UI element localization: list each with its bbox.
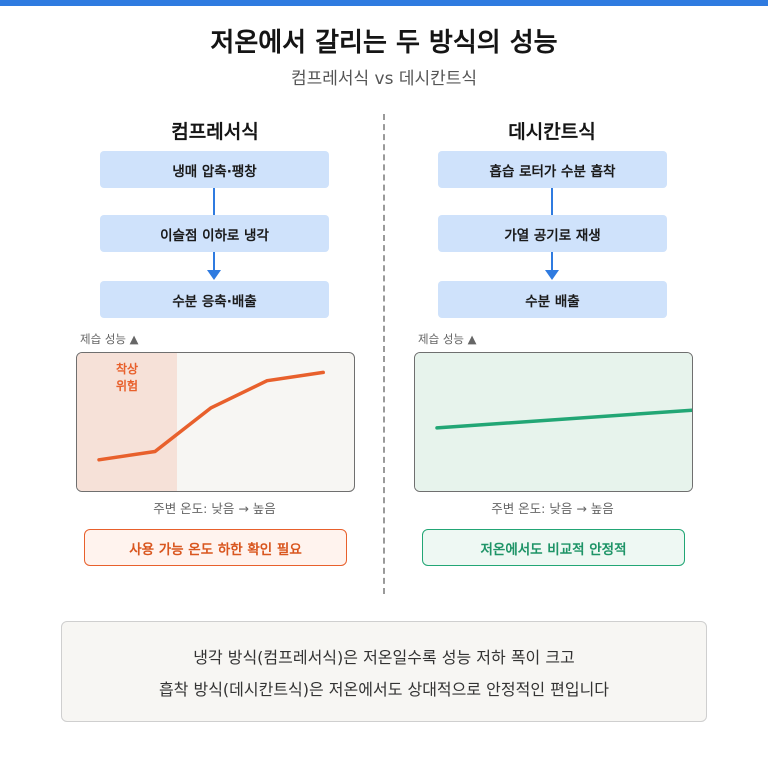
left-connector-2 xyxy=(213,252,215,270)
right-chart-background xyxy=(415,353,692,491)
left-chart-ylabel: 제습 성능 ▲ xyxy=(80,332,139,346)
right-column-title: 데시칸트식 xyxy=(508,121,596,143)
right-connector-1 xyxy=(551,188,553,215)
summary-line-2: 흡착 방식(데시칸트식)은 저온에서도 상대적으로 안정적인 편입니다 xyxy=(158,679,610,699)
right-performance-chart xyxy=(414,352,693,492)
column-divider xyxy=(383,114,385,594)
right-chart-svg xyxy=(415,353,692,491)
page-subtitle: 컴프레서식 vs 데시칸트식 xyxy=(290,69,478,89)
frost-risk-label-line: 착상 xyxy=(115,362,139,376)
left-warning-badge: 사용 가능 온도 하한 확인 필요 xyxy=(84,529,347,566)
right-step-2: 가열 공기로 재생 xyxy=(438,215,667,252)
right-stable-badge: 저온에서도 비교적 안정적 xyxy=(422,529,685,566)
left-chart-xlabel: 주변 온도: 낮음 → 높음 xyxy=(153,501,276,516)
left-step-2: 이슬점 이하로 냉각 xyxy=(100,215,329,252)
left-arrow-down-icon xyxy=(207,270,221,280)
right-connector-2 xyxy=(551,252,553,270)
right-performance-line xyxy=(435,408,692,430)
left-step-1: 냉매 압축·팽창 xyxy=(100,151,329,188)
left-column-title: 컴프레서식 xyxy=(171,121,259,143)
left-step-3: 수분 응축·배출 xyxy=(100,281,329,318)
frost-risk-region xyxy=(77,353,177,491)
right-arrow-down-icon xyxy=(545,270,559,280)
summary-line-1: 냉각 방식(컴프레서식)은 저온일수록 성능 저하 폭이 크고 xyxy=(193,647,575,667)
page-title: 저온에서 갈리는 두 방식의 성능 xyxy=(210,28,558,58)
left-performance-line xyxy=(97,370,325,462)
right-step-1: 흡습 로터가 수분 흡착 xyxy=(438,151,667,188)
summary-box: 냉각 방식(컴프레서식)은 저온일수록 성능 저하 폭이 크고 흡착 방식(데시… xyxy=(61,621,707,722)
right-chart-xlabel: 주변 온도: 낮음 → 높음 xyxy=(491,501,614,516)
right-step-3: 수분 배출 xyxy=(438,281,667,318)
frost-risk-label-line: 위험 xyxy=(115,379,139,393)
left-chart-svg xyxy=(77,353,325,491)
top-accent-bar xyxy=(0,0,768,6)
left-connector-1 xyxy=(213,188,215,215)
right-chart-ylabel: 제습 성능 ▲ xyxy=(418,332,477,346)
